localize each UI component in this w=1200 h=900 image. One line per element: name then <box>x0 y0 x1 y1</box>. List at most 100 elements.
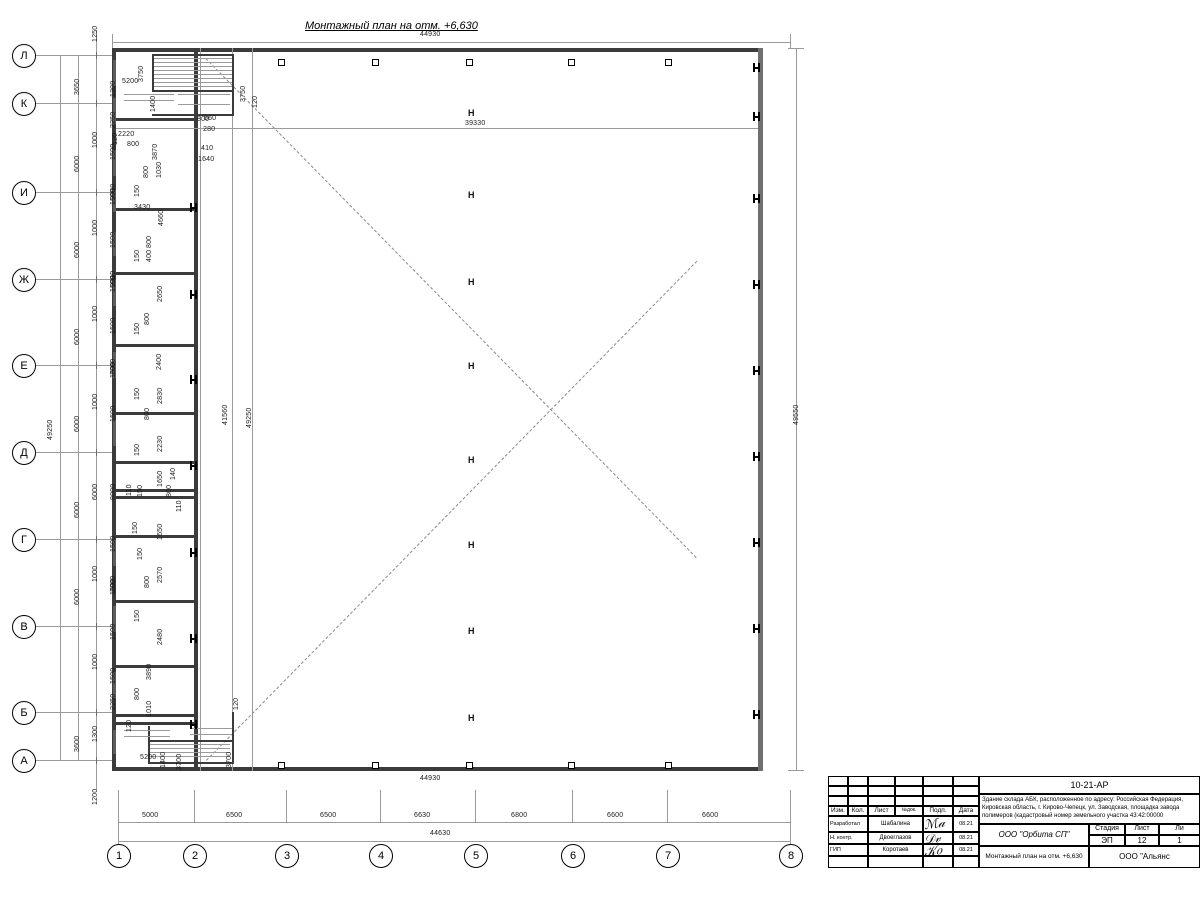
grid-bubble-L[interactable]: Л <box>12 44 36 68</box>
inner-chain-dim: 2000 <box>110 575 117 592</box>
grid-bubble-ZH[interactable]: Ж <box>12 268 36 292</box>
bottom-span-dim: 6600 <box>607 812 624 819</box>
room-dim: 1640 <box>198 156 215 163</box>
room-dim: 110 <box>126 484 133 496</box>
tb-empty <box>923 796 953 806</box>
tb-col-kol: Кол. <box>848 806 868 816</box>
tb-empty <box>953 796 979 806</box>
grid-bubble-2[interactable]: 2 <box>183 844 207 868</box>
tb-description: Здание склада АБК, расположенное по адре… <box>979 794 1200 824</box>
roof-node-b5 <box>665 762 672 769</box>
inner-chain-dim: 1300 <box>92 725 99 742</box>
tb-col-data: Дата <box>953 806 979 816</box>
grid-bubble-4[interactable]: 4 <box>369 844 393 868</box>
roof-node-t4 <box>568 59 575 66</box>
inner-chain-dim: 1500 <box>110 317 117 334</box>
tb-role-3: ГИП <box>828 844 868 856</box>
room-dim: 3750 <box>240 85 247 102</box>
tb-stage-label: Стадия <box>1089 824 1125 835</box>
room-dim: 800 <box>144 407 151 420</box>
room-dim: 800 <box>144 312 151 325</box>
room-dim: 800 <box>166 484 173 497</box>
room-dim: 150 <box>137 547 144 560</box>
tb-empty <box>868 796 895 806</box>
room-dim: 2830 <box>157 387 164 404</box>
grid-bubble-A[interactable]: А <box>12 749 36 773</box>
grid-bubble-K[interactable]: К <box>12 92 36 116</box>
bottom-span-dim: 6600 <box>702 812 719 819</box>
wall-column-right-8 <box>753 624 760 633</box>
inner-chain-dim: 2000 <box>110 270 117 287</box>
grid-span: 6000 <box>74 241 81 258</box>
tb-sheet-label: Лист <box>1125 824 1159 835</box>
tb-col-ndok: №док. <box>895 806 923 816</box>
bottom-total-dim: 44630 <box>430 830 451 837</box>
inner-chain-dim: 1500 <box>110 535 117 552</box>
grid-bubble-7[interactable]: 7 <box>656 844 680 868</box>
inner-chain-dim: 1250 <box>92 25 99 42</box>
room-dim: 150 <box>134 184 141 197</box>
tb-empty <box>953 776 979 786</box>
grid-bubble-D[interactable]: Д <box>12 441 36 465</box>
room-dim: 120 <box>252 95 259 108</box>
wall-column-left-6 <box>190 634 197 643</box>
mid-chain-dim: 6000 <box>92 483 99 500</box>
column-marker-1: H <box>468 108 475 118</box>
tb-empty <box>923 776 953 786</box>
wall-column-left-2 <box>190 290 197 299</box>
tb-col-list: Лист <box>868 806 895 816</box>
grid-span: 3650 <box>74 78 81 95</box>
tb-empty <box>868 856 923 868</box>
diagonal-brace-b <box>206 260 698 761</box>
grid-bubble-5[interactable]: 5 <box>464 844 488 868</box>
room-dim: 1400 <box>150 95 157 112</box>
room-dim: 2570 <box>157 566 164 583</box>
grid-bubble-B[interactable]: Б <box>12 701 36 725</box>
grid-bubble-6[interactable]: 6 <box>561 844 585 868</box>
room-dim: 150 <box>137 484 144 497</box>
grid-bubble-E[interactable]: Е <box>12 354 36 378</box>
room-dim: 5200 <box>140 754 157 761</box>
inner-vertical-dim-2: 49250 <box>246 407 253 428</box>
inner-chain-dim: 1500 <box>110 623 117 640</box>
roof-node-t1 <box>278 59 285 66</box>
roof-node-t3 <box>466 59 473 66</box>
grid-bubble-8[interactable]: 8 <box>779 844 803 868</box>
signature-3: 𝒦𝑜 <box>922 841 943 860</box>
column-marker-5: H <box>468 455 475 465</box>
grid-bubble-G[interactable]: Г <box>12 528 36 552</box>
tb-sign-3 <box>923 844 953 856</box>
tb-sheet-value: 12 <box>1125 835 1159 846</box>
mid-chain-dim: 1000 <box>92 131 99 148</box>
wall-column-left-3 <box>190 375 197 384</box>
right-overall-dim: 49550 <box>793 404 800 425</box>
tb-sheets-label: Ли <box>1159 824 1200 835</box>
room-dim: 800 <box>127 141 140 148</box>
inner-chain-dim: 1500 <box>110 143 117 160</box>
grid-bubble-3[interactable]: 3 <box>275 844 299 868</box>
bottom-span-dim: 6800 <box>511 812 528 819</box>
room-dim: 800 <box>144 575 151 588</box>
mid-chain-dim: 1000 <box>92 393 99 410</box>
room-dim: 410 <box>201 145 214 152</box>
grid-bubble-1[interactable]: 1 <box>107 844 131 868</box>
tb-empty <box>868 786 895 796</box>
bottom-overall-dim: 44930 <box>420 775 441 782</box>
tb-empty <box>828 776 848 786</box>
wall-column-left-4 <box>190 461 197 470</box>
grid-span: 6000 <box>74 328 81 345</box>
tb-sheet-title: Монтажный план на отм. +6,630 <box>979 846 1089 868</box>
tb-name-2: Двоеглазов <box>868 832 923 844</box>
grid-span: 6000 <box>74 415 81 432</box>
wall-column-right-5 <box>753 366 760 375</box>
room-dim: 4660 <box>158 209 165 226</box>
room-dim: 2400 <box>156 353 163 370</box>
room-dim: 560 <box>204 115 217 122</box>
room-dim: 5200 <box>122 78 139 85</box>
grid-bubble-V[interactable]: В <box>12 615 36 639</box>
wall-column-left-7 <box>190 720 197 729</box>
grid-bubble-I[interactable]: И <box>12 181 36 205</box>
room-dim: 120 <box>126 719 133 732</box>
inner-chain-dim: 2250 <box>110 693 117 710</box>
bottom-span-dim: 6630 <box>414 812 431 819</box>
